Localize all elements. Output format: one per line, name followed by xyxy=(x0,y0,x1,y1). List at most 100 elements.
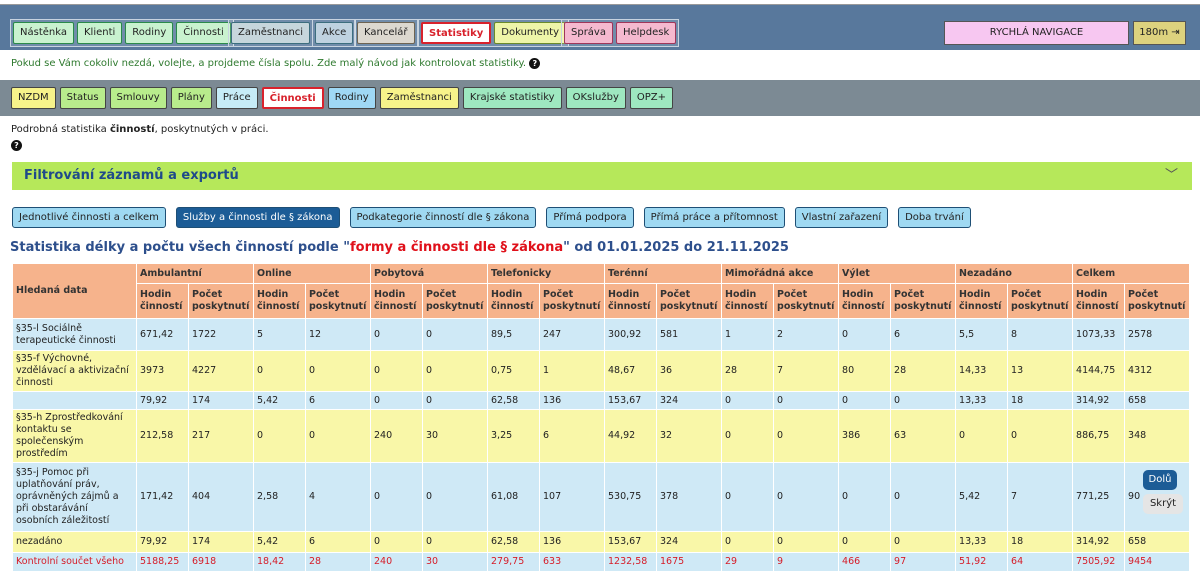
table-cell: 2 xyxy=(773,318,840,351)
table-cell: 671,42 xyxy=(136,318,189,351)
nav-group: Zaměstnanci xyxy=(228,19,314,47)
tab[interactable]: Služby a činnosti dle § zákona xyxy=(175,207,340,228)
table-cell: 0 xyxy=(1007,409,1074,463)
nav-button[interactable]: Statistiky xyxy=(421,22,492,44)
table-cell: 0 xyxy=(422,350,488,392)
table-cell: 0 xyxy=(422,391,488,410)
quick-nav[interactable]: RYCHLÁ NAVIGACE xyxy=(944,21,1129,45)
table-cell: 6 xyxy=(890,318,957,351)
table-cell: 466 xyxy=(838,552,892,572)
tab[interactable]: Jednotlivé činnosti a celkem xyxy=(12,207,166,228)
table-cell: 79,92 xyxy=(136,391,189,410)
nav-button[interactable]: Dokumenty xyxy=(494,22,566,44)
help-icon[interactable]: ? xyxy=(529,58,541,69)
page: RYCHLÁ NAVIGACE 180m ⇥ Nástěnka Klienti Ro… xyxy=(0,4,1200,572)
subheader-cell: Hodin činností xyxy=(604,283,657,319)
nav-button[interactable]: Klienti xyxy=(76,22,123,44)
table-cell: 0 xyxy=(890,462,957,532)
session-timer[interactable]: 180m ⇥ xyxy=(1133,21,1186,45)
group-header: Mimořádná akce xyxy=(721,263,840,284)
table-cell: 28 xyxy=(890,350,957,392)
subheader-cell: Počet poskytnutí xyxy=(539,283,605,319)
group-header: Nezadáno xyxy=(955,263,1074,284)
table-cell: 79,92 xyxy=(136,531,189,553)
tab[interactable]: Podkategorie činností dle § zákona xyxy=(349,207,537,228)
subheader-cell: Počet poskytnutí xyxy=(305,283,371,319)
subheader-cell: Hodin činností xyxy=(487,283,540,319)
table-cell: 658 xyxy=(1124,391,1191,410)
table-cell: 0 xyxy=(370,350,423,392)
hide-button[interactable]: Skrýt xyxy=(1143,494,1183,514)
table-cell: 279,75 xyxy=(487,552,540,572)
table-cell: 0 xyxy=(838,462,892,532)
tab[interactable]: Vlastní zařazení xyxy=(794,207,889,228)
nav-button[interactable]: Rodiny xyxy=(125,22,174,44)
table-cell: 0 xyxy=(370,318,423,351)
sub-nav-button[interactable]: Zaměstnanci xyxy=(379,87,459,109)
group-header: Telefonicky xyxy=(487,263,605,284)
sub-nav-button[interactable]: Rodiny xyxy=(327,87,376,109)
sub-nav-button[interactable]: Činnosti xyxy=(261,87,324,109)
sub-nav-button[interactable]: Práce xyxy=(215,87,258,109)
table-cell: 51,92 xyxy=(955,552,1009,572)
heading-after: " od 01.01.2025 do 21.11.2025 xyxy=(563,240,789,255)
table-cell: 7 xyxy=(1007,462,1074,532)
table-cell: 13 xyxy=(1007,350,1074,392)
tab[interactable]: Přímá podpora xyxy=(546,207,634,228)
table-cell: 32 xyxy=(655,409,723,463)
table-cell: 240 xyxy=(370,552,423,572)
sub-nav-button[interactable]: OPZ+ xyxy=(629,87,674,109)
tab[interactable]: Doba trvání xyxy=(898,207,971,228)
filter-bar[interactable]: Filtrování záznamů a exportů ﹀ xyxy=(12,162,1192,190)
nav-button[interactable]: Správa xyxy=(564,22,613,44)
subheader-cell: Hodin činností xyxy=(136,283,189,319)
help-icon[interactable]: ? xyxy=(11,140,22,151)
nav-button[interactable]: Činnosti xyxy=(176,22,231,44)
table-cell: 0 xyxy=(370,391,423,410)
sub-nav-button[interactable]: Smlouvy xyxy=(109,87,167,109)
table-cell: 153,67 xyxy=(604,531,657,553)
tab[interactable]: Přímá práce a přítomnost xyxy=(643,207,785,228)
table-cell: 886,75 xyxy=(1072,409,1126,463)
top-bar: RYCHLÁ NAVIGACE 180m ⇥ Nástěnka Klienti Ro… xyxy=(0,4,1200,50)
table-cell: 7505,92 xyxy=(1072,552,1126,572)
table-cell: 324 xyxy=(655,391,723,410)
subheader-cell: Počet poskytnutí xyxy=(773,283,840,319)
sub-nav-button[interactable]: Status xyxy=(59,87,106,109)
table-cell: 0 xyxy=(305,350,371,392)
table-cell: 3,25 xyxy=(487,409,540,463)
sub-nav-button[interactable]: Krajské statistiky xyxy=(462,87,562,109)
table-cell: 300,92 xyxy=(604,318,657,351)
nav-button[interactable]: Helpdesk xyxy=(615,22,677,44)
nav-button[interactable]: Zaměstnanci xyxy=(231,22,311,44)
table-cell: 6918 xyxy=(188,552,254,572)
sub-nav-button[interactable]: Plány xyxy=(170,87,212,109)
table-cell: 771,25 xyxy=(1072,462,1126,532)
table-cell: 386 xyxy=(838,409,892,463)
table-row: §35-j Pomoc při uplatňování práv, oprávn… xyxy=(12,462,1191,532)
sub-nav-button[interactable]: OKslužby xyxy=(565,87,626,109)
nav-button[interactable]: Akce xyxy=(315,22,354,44)
desc-after: , poskytnutých v práci. xyxy=(154,124,269,135)
table-cell: 136 xyxy=(539,391,605,410)
sub-nav-button[interactable]: NZDM xyxy=(11,87,56,109)
nav-button[interactable]: Nástěnka xyxy=(13,22,74,44)
table-cell: 30 xyxy=(422,409,488,463)
nav-group: Akce xyxy=(312,19,357,47)
table-cell: 4312 xyxy=(1124,350,1191,392)
table-cell: 0 xyxy=(253,409,306,463)
table-cell: 1 xyxy=(721,318,775,351)
table-cell: 1 xyxy=(539,350,605,392)
scroll-down-button[interactable]: Dolů xyxy=(1143,470,1177,490)
row-label: nezadáno xyxy=(12,531,137,553)
table-cell: 18 xyxy=(1007,531,1074,553)
table-cell: 12 xyxy=(305,318,371,351)
table-cell: 1722 xyxy=(188,318,254,351)
table-cell: 314,92 xyxy=(1072,391,1126,410)
table-cell: 2,58 xyxy=(253,462,306,532)
nav-button[interactable]: Kancelář xyxy=(357,22,415,44)
table-cell: 28 xyxy=(305,552,371,572)
table-cell: 0 xyxy=(890,391,957,410)
table-cell: 581 xyxy=(655,318,723,351)
stats-table: Hledaná data Ambulantní Online Pobytová Tele… xyxy=(12,263,1191,572)
